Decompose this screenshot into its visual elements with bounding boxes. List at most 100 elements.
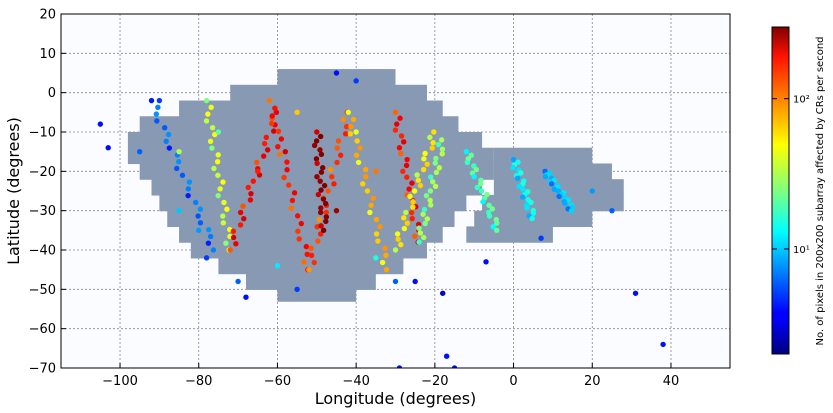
scatter-point: [422, 220, 428, 227]
scatter-point: [230, 228, 237, 234]
scatter-point: [247, 197, 254, 203]
y-axis-ticks: 20 10 0 −10 −20 −30 −40 −50 −60 −70: [29, 8, 66, 377]
scatter-point: [323, 218, 329, 225]
scatter-point: [514, 175, 521, 182]
x-tick-label: 0: [509, 374, 517, 389]
scatter-point: [245, 184, 251, 191]
scatter-point: [427, 134, 433, 141]
scatter-point: [224, 206, 230, 212]
coverage-cell: [493, 163, 612, 180]
scatter-point: [315, 191, 322, 198]
scatter-point: [311, 142, 318, 149]
y-tick-label: −40: [29, 244, 56, 259]
scatter-point: [530, 210, 537, 216]
y-tick-label: −20: [29, 165, 56, 180]
scatter-point: [439, 151, 445, 157]
scatter-point: [220, 220, 227, 226]
scatter-point: [329, 173, 335, 180]
scatter-point: [327, 166, 334, 173]
scatter-point: [273, 109, 280, 116]
scatter-point: [355, 159, 362, 166]
scatter-point: [313, 156, 320, 162]
scatter-point: [254, 159, 260, 166]
scatter-point: [185, 186, 192, 192]
scatter-point: [308, 245, 314, 251]
scatter-point: [510, 164, 516, 171]
coverage-cell: [466, 226, 553, 243]
scatter-point: [291, 190, 298, 196]
coverage-cell: [277, 285, 357, 302]
scatter-point: [337, 152, 344, 158]
scatter-point: [396, 145, 403, 151]
scatter-point: [431, 129, 437, 135]
scatter-point: [395, 236, 401, 242]
scatter-point: [424, 161, 430, 167]
scatter-point: [401, 215, 407, 221]
scatter-point: [436, 165, 443, 171]
scatter-point: [404, 156, 410, 163]
scatter-point: [325, 188, 331, 194]
scatter-point: [179, 172, 186, 178]
scatter-point: [518, 170, 524, 176]
scatter-point: [383, 266, 390, 273]
scatter-point: [430, 140, 436, 146]
scatter-point: [420, 234, 427, 241]
scatter-point: [510, 156, 517, 163]
scatter-point: [370, 195, 376, 201]
scatter-point: [519, 194, 526, 200]
scatter-point: [398, 133, 405, 139]
scatter-point: [248, 190, 254, 197]
scatter-point: [317, 209, 324, 216]
x-tick-label: −20: [421, 374, 448, 389]
scatter-point: [392, 127, 399, 133]
scatter-point: [428, 202, 434, 208]
scatter-point: [520, 180, 526, 187]
scatter-point: [440, 290, 446, 296]
scatter-point: [362, 166, 369, 173]
scatter-point: [315, 238, 321, 244]
scatter-point: [340, 116, 346, 123]
scatter-point: [422, 150, 428, 157]
scatter-point: [435, 141, 442, 148]
scatter-point: [196, 227, 202, 234]
scatter-point: [281, 174, 287, 181]
scatter-point: [261, 140, 268, 147]
scatter-point: [331, 181, 337, 187]
scatter-point: [174, 165, 180, 172]
scatter-point: [375, 238, 381, 244]
scatter-point: [220, 179, 226, 185]
scatter-point: [421, 156, 427, 162]
scatter-point: [304, 251, 310, 257]
scatter-point: [548, 181, 555, 187]
scatter-point: [275, 128, 282, 134]
coverage-cell: [159, 194, 467, 212]
coverage-cell: [230, 84, 427, 102]
scatter-point: [195, 213, 201, 219]
scatter-point: [137, 148, 143, 155]
scatter-point: [215, 152, 221, 158]
scatter-point: [205, 111, 211, 117]
scatter-point: [313, 138, 320, 144]
scatter-points: [97, 70, 666, 368]
scatter-point: [209, 125, 216, 131]
scatter-point: [473, 166, 480, 173]
scatter-point: [294, 213, 301, 219]
scatter-point: [185, 192, 191, 199]
scatter-point: [392, 278, 399, 285]
y-tick-label: −50: [29, 283, 56, 298]
scatter-point: [411, 188, 418, 194]
scatter-point: [295, 228, 301, 234]
scatter-point: [284, 167, 290, 173]
coverage-cell: [127, 147, 494, 165]
scatter-point: [494, 220, 500, 226]
scatter-point: [318, 169, 325, 175]
scatter-point: [235, 278, 241, 285]
scatter-point: [221, 199, 227, 206]
x-axis-label: Longitude (degrees): [315, 389, 477, 408]
x-tick-label: 20: [584, 374, 601, 389]
scatter-point: [334, 145, 340, 151]
scatter-point: [353, 152, 360, 158]
colorbar: 10¹ 10² No. of pixels in 200x200 subarray…: [771, 26, 826, 355]
scatter-point: [207, 233, 214, 240]
